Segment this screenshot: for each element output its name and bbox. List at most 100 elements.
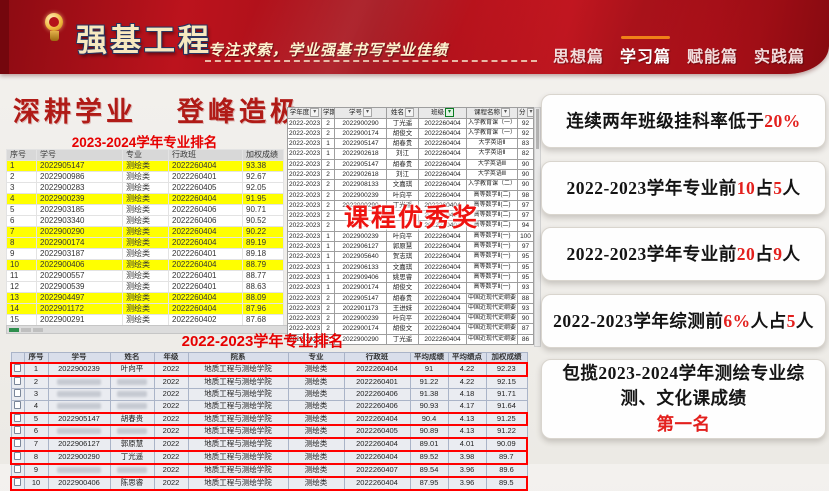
- column-header: 学年度 ▾: [287, 107, 322, 119]
- cell: 胡春贵: [386, 292, 419, 304]
- column-label: 专业: [126, 150, 142, 160]
- filter-dropdown-icon[interactable]: ▾: [405, 108, 414, 117]
- table-scrollbar[interactable]: [534, 107, 541, 347]
- filter-dropdown-icon[interactable]: ▾: [310, 108, 320, 117]
- cell: 87.68: [242, 314, 284, 326]
- program-logo-title: 强基工程: [76, 23, 212, 58]
- cell: 2022903187: [36, 248, 123, 260]
- cell: 4.17: [447, 399, 487, 414]
- highlight-red-text: 5: [773, 177, 783, 198]
- cell: 86: [517, 333, 534, 346]
- column-label: 姓名: [124, 352, 140, 361]
- cell: 3.96: [447, 463, 487, 478]
- checkbox-icon[interactable]: [14, 414, 22, 422]
- cell: [109, 399, 155, 414]
- cell: 2022900174: [334, 282, 387, 294]
- checkbox-icon[interactable]: [14, 479, 22, 487]
- checkbox-icon[interactable]: [14, 426, 21, 435]
- cell: 地质工程与测绘学院: [187, 375, 289, 389]
- table-row: 2022-2023 1 2022905640 贺志琪 2022260404 高等数学Ⅱ(一…: [287, 251, 534, 263]
- cell: 88.63: [242, 281, 284, 293]
- table-header-row: 序号 学号 姓名 年级 院系 专业 行政班 平均成绩 平均绩点 加权成绩: [10, 351, 528, 364]
- column-header: 姓名 ▾: [386, 107, 419, 119]
- cell: 82: [517, 148, 534, 160]
- cell: 2022260404: [418, 179, 467, 191]
- redacted-blur: [116, 390, 148, 397]
- cell: 测绘类: [287, 399, 345, 414]
- cell: 2022260404: [168, 237, 243, 249]
- cell: 89.52: [409, 450, 449, 466]
- highlight-red-text: 20: [736, 243, 756, 264]
- checkbox-icon[interactable]: [14, 465, 21, 474]
- checkbox-icon[interactable]: [14, 389, 21, 397]
- cell: 2022: [153, 424, 189, 439]
- cell: 入学教育课（二）: [466, 179, 518, 191]
- column-label: 学年度: [289, 109, 310, 117]
- cell: 2022260404: [418, 261, 467, 273]
- cell: [109, 424, 155, 439]
- checkbox-icon[interactable]: [14, 401, 21, 409]
- course-award-overlay: 课程优秀奖: [344, 204, 480, 232]
- nav-tab-active[interactable]: 学习篇: [620, 36, 671, 67]
- nav-tab-item[interactable]: 赋能篇: [686, 49, 738, 66]
- column-header: 加权成绩: [485, 351, 528, 364]
- cell: 2022901173: [334, 302, 387, 315]
- cell: 2022: [153, 399, 189, 414]
- cell: 2022909406: [334, 271, 387, 284]
- checkbox-icon[interactable]: [14, 453, 22, 461]
- cell: 2022900539: [36, 281, 123, 293]
- cell: 9: [23, 463, 49, 478]
- achievement-card-first-place: 包揽2023-2024学年测绘专业综测、文化课成绩 第一名: [541, 359, 826, 439]
- checkbox-icon[interactable]: [14, 376, 21, 385]
- cell: 2: [321, 210, 335, 222]
- cell: 88.09: [242, 292, 284, 304]
- nav-tab-item[interactable]: 实践篇: [753, 49, 805, 66]
- cell: 90.52: [242, 215, 284, 227]
- table-row: 6 2022 地质工程与测绘学院 测绘类 2022260405 90.89 4.13 91.2…: [10, 424, 528, 439]
- cell: 2022260406: [168, 215, 243, 227]
- column-label: 专业: [308, 352, 324, 361]
- filter-dropdown-icon[interactable]: ▾: [526, 108, 533, 117]
- cell: 2022900291: [36, 314, 123, 326]
- cell: 2022260404: [418, 117, 467, 129]
- cell: 2022260404: [168, 259, 243, 271]
- cell: 90.93: [409, 399, 449, 414]
- cell: 2022: [153, 463, 189, 478]
- table-header-row: 学年度▾学期▾学号▾姓名▾班级▾课程名称▾分▾: [287, 107, 534, 119]
- cell: 地质工程与测绘学院: [187, 387, 289, 401]
- cell: 95: [517, 251, 534, 263]
- cell: 叶向平: [109, 361, 155, 377]
- cell: 2: [321, 313, 335, 325]
- ranking-table-2023-2024: 序号 学号 专业 行政班 加权成绩 1 2022905147 测绘类 2022260404 93.…: [6, 149, 284, 326]
- column-header: 专业: [287, 351, 345, 364]
- filter-dropdown-icon[interactable]: ▾: [501, 108, 510, 117]
- table-header-row: 序号 学号 专业 行政班 加权成绩: [6, 149, 284, 161]
- column-header: 学号: [47, 351, 111, 364]
- cell: 1: [321, 271, 335, 284]
- cell: 90.71: [242, 204, 284, 216]
- cell: 1: [321, 261, 335, 273]
- filter-dropdown-icon[interactable]: ▾: [363, 108, 372, 117]
- cell: 2022260404: [418, 302, 467, 315]
- checkbox-icon[interactable]: [14, 364, 22, 372]
- header-banner: 强基工程 专注求索，学业强基书写学业佳绩 思想篇 学习篇 赋能篇 实践篇: [0, 0, 829, 74]
- column-label: 课程名称: [474, 109, 500, 117]
- cell: [47, 463, 111, 478]
- cell: 2022-2023: [287, 251, 322, 263]
- cell: 4.01: [447, 437, 487, 453]
- card-text: 人: [782, 243, 801, 264]
- column-header: 学号 ▾: [334, 107, 387, 119]
- cell: 87.95: [409, 476, 449, 491]
- cell: 测绘类: [122, 215, 169, 227]
- table-row: 1 2022900239 叶向平 2022 地质工程与测绘学院 测绘类 2022260404…: [10, 361, 528, 377]
- table-row: 14 2022901172 测绘类 2022260404 87.96: [6, 303, 284, 315]
- cell: 11: [6, 270, 37, 282]
- nav-tab-item[interactable]: 思想篇: [552, 49, 604, 66]
- row-select-cell: [10, 437, 25, 453]
- cell: 1: [321, 241, 335, 253]
- column-label: 序号: [10, 150, 26, 160]
- filter-active-icon[interactable]: ▾: [445, 108, 454, 117]
- table-row: 2022-2023 2 2022900290 丁光遥 2022260404 高等数学Ⅱ(二…: [287, 199, 534, 212]
- checkbox-icon[interactable]: [14, 440, 22, 448]
- cell: 2022-2023: [287, 241, 322, 253]
